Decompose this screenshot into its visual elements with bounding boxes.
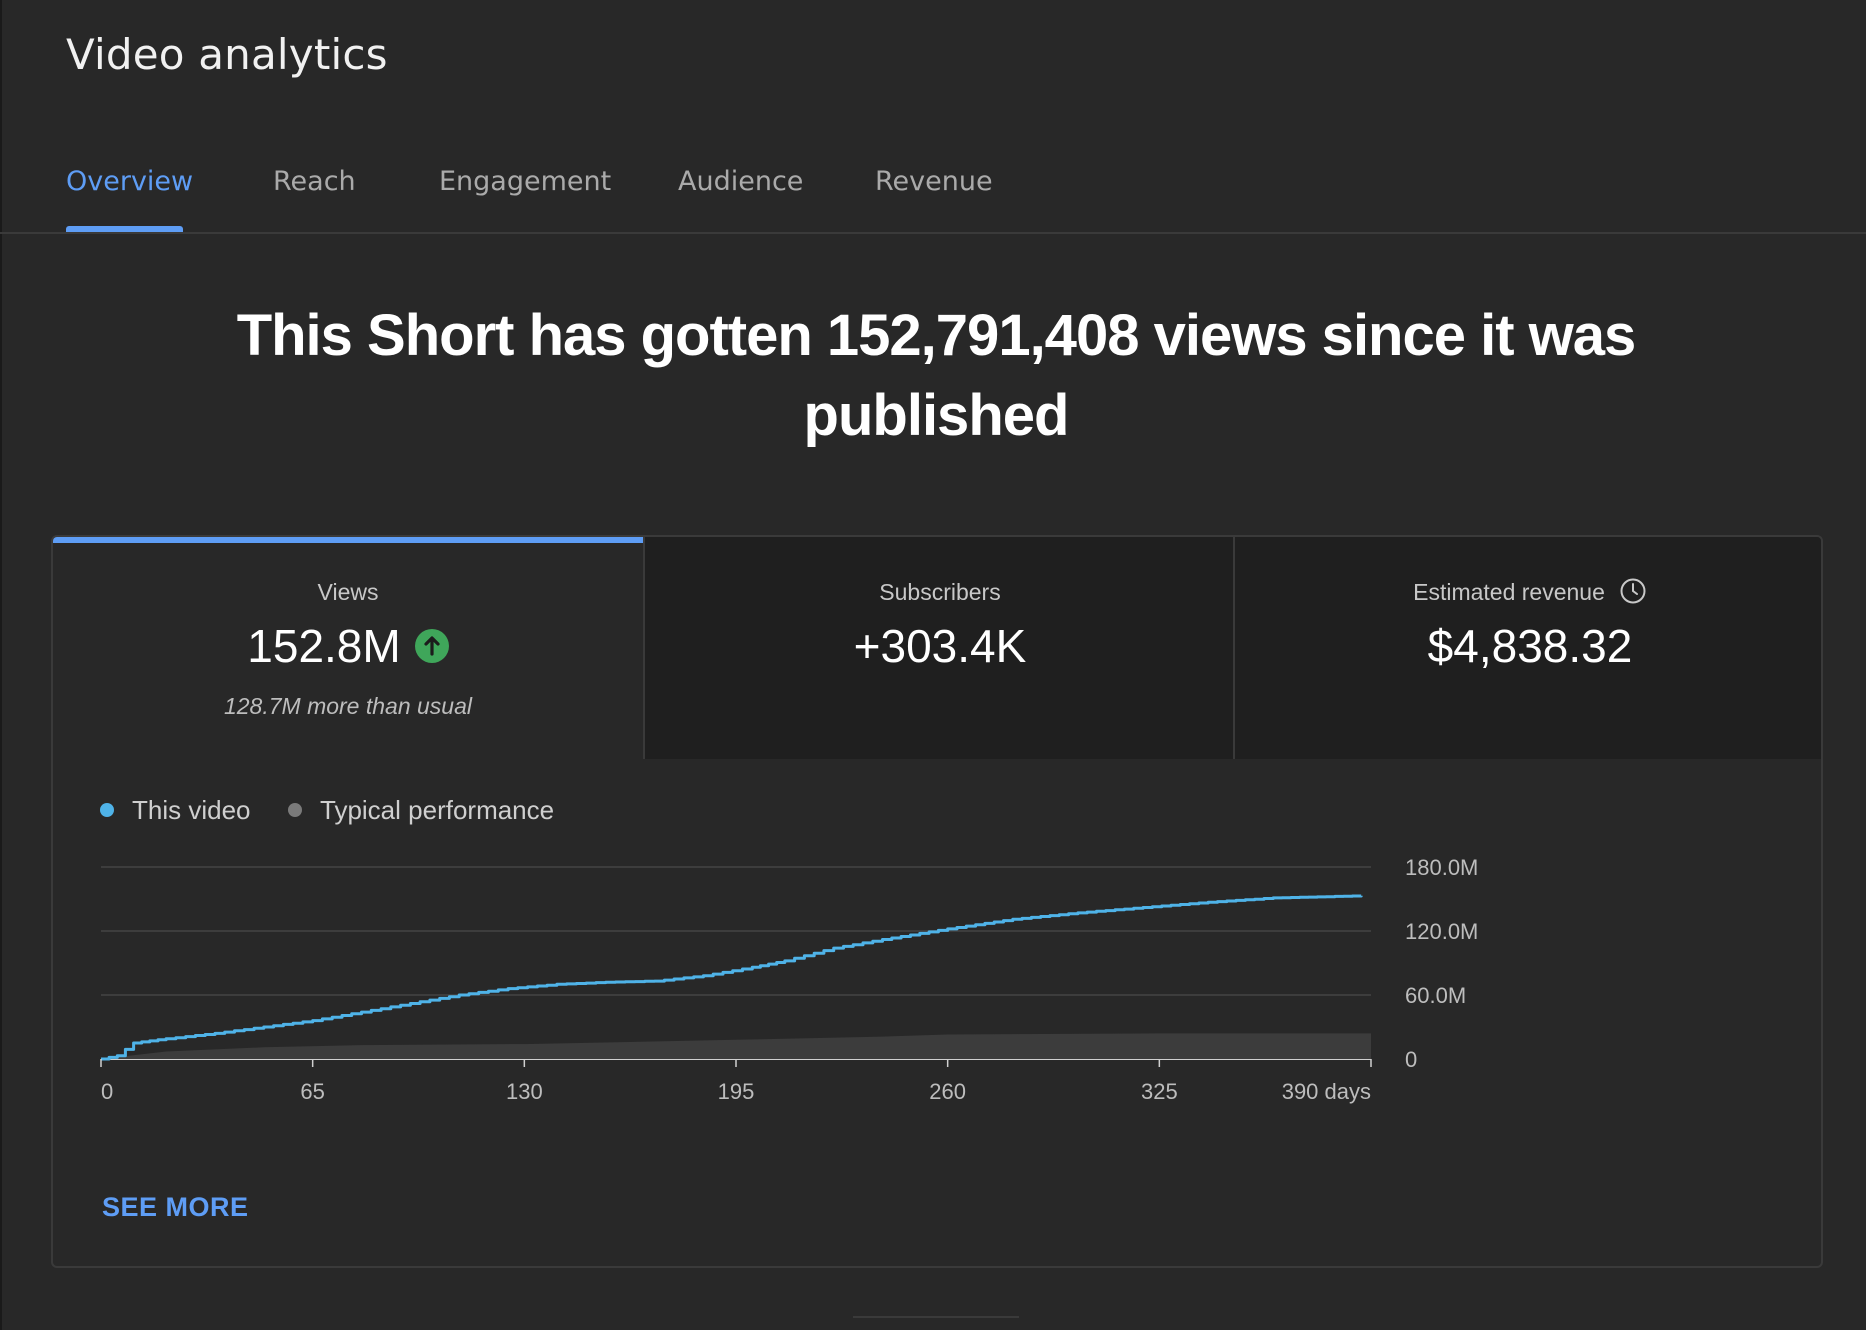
x-tick-label: 130 [506, 1079, 543, 1104]
metric-subscribers-value: +303.4K [853, 620, 1027, 672]
scroll-handle [853, 1316, 1019, 1318]
metric-divider [643, 537, 645, 759]
x-tick-label: 390 days [1282, 1079, 1371, 1104]
tab-reach[interactable]: Reach [273, 166, 356, 197]
y-tick-label: 60.0M [1405, 983, 1466, 1008]
views-headline: This Short has gotten 152,791,408 views … [236, 303, 1637, 448]
legend-item-this-video: This video [100, 795, 251, 826]
metric-revenue-value: $4,838.32 [1427, 620, 1633, 672]
metric-subscribers[interactable]: Subscribers +303.4K [645, 537, 1235, 759]
metric-views-value: 152.8M [247, 620, 401, 672]
tab-bar: Overview Reach Engagement Audience Reven… [0, 150, 1866, 234]
left-edge-divider [0, 0, 2, 1330]
metric-divider [1233, 537, 1235, 759]
overview-card: Views 152.8M 128.7M more than usual Subs… [51, 535, 1823, 1268]
page-title: Video analytics [66, 30, 388, 79]
legend-dot-typical [288, 803, 302, 818]
active-tab-indicator [66, 226, 183, 232]
x-tick-label: 0 [101, 1079, 113, 1104]
x-tick-label: 260 [929, 1079, 966, 1104]
typical-performance-band [101, 1033, 1371, 1059]
y-tick-label: 120.0M [1405, 919, 1478, 944]
tab-engagement[interactable]: Engagement [439, 166, 612, 197]
metric-revenue-label: Estimated revenue [1413, 579, 1605, 605]
metric-views-value-row: 152.8M [53, 619, 643, 673]
arrow-up-circle-icon [414, 628, 449, 663]
metric-views[interactable]: Views 152.8M 128.7M more than usual [53, 537, 643, 759]
y-tick-label: 0 [1405, 1047, 1417, 1072]
tab-revenue[interactable]: Revenue [875, 166, 993, 197]
legend-dot-this-video [100, 803, 114, 818]
metric-subscribers-label: Subscribers [879, 579, 1001, 605]
tab-audience[interactable]: Audience [678, 166, 804, 197]
metric-views-note: 128.7M more than usual [223, 693, 473, 719]
tab-overview[interactable]: Overview [66, 166, 194, 197]
x-tick-label: 195 [718, 1079, 755, 1104]
x-tick-label: 325 [1141, 1079, 1178, 1104]
metric-revenue-label-row: Estimated revenue [1235, 577, 1821, 608]
x-tick-label: 65 [300, 1079, 324, 1104]
legend-item-typical: Typical performance [288, 795, 554, 826]
y-tick-label: 180.0M [1405, 855, 1478, 880]
metric-estimated-revenue[interactable]: Estimated revenue $4,838.32 [1235, 537, 1821, 759]
metric-views-label: Views [317, 579, 379, 605]
legend-label-typical: Typical performance [320, 795, 555, 825]
see-more-button[interactable]: SEE MORE [102, 1192, 249, 1222]
clock-icon [1619, 577, 1647, 605]
views-chart: 0 60.0M 120.0M 180.0M 0 65 130 195 260 325 390 day… [100, 855, 1478, 1104]
legend-label-this-video: This video [132, 795, 251, 825]
this-video-line [101, 894, 1363, 1061]
